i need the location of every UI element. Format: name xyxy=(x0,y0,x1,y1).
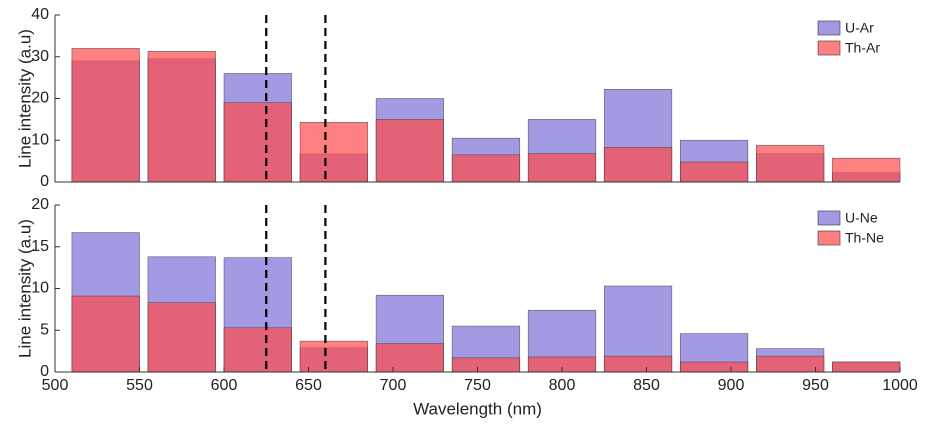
bar xyxy=(527,153,597,183)
bar xyxy=(299,340,368,373)
bar xyxy=(451,154,521,183)
y-axis-label: Line intensity (a.u) xyxy=(15,29,34,168)
x-tick-label: 500 xyxy=(42,377,69,394)
x-tick-label: 550 xyxy=(126,377,153,394)
bar xyxy=(603,355,673,373)
y-tick-label: 20 xyxy=(31,90,49,107)
y-tick-label: 40 xyxy=(31,6,49,23)
bar xyxy=(832,157,901,183)
x-tick-label: 900 xyxy=(718,377,745,394)
y-axis-label: Line intensity (a.u) xyxy=(15,219,34,358)
legend-swatch xyxy=(817,20,841,36)
legend-label: U-Ar xyxy=(845,20,874,36)
y-tick-label: 10 xyxy=(31,280,49,297)
x-tick-label: 700 xyxy=(380,377,407,394)
x-tick-label: 750 xyxy=(464,377,491,394)
bar xyxy=(71,48,140,183)
x-axis-label: Wavelength (nm) xyxy=(413,399,542,418)
bar xyxy=(756,355,825,373)
bar xyxy=(832,361,901,373)
y-tick-label: 0 xyxy=(40,363,49,380)
bar xyxy=(223,102,292,183)
bar xyxy=(223,327,292,373)
y-tick-label: 5 xyxy=(40,321,49,338)
x-tick-label: 1000 xyxy=(882,377,918,394)
bar xyxy=(147,51,216,183)
legend-label: U-Ne xyxy=(845,210,878,226)
bar xyxy=(71,295,140,373)
x-tick-label: 850 xyxy=(633,377,660,394)
y-tick-label: 0 xyxy=(40,173,49,190)
bar xyxy=(375,119,445,183)
bar xyxy=(679,161,749,183)
bar xyxy=(756,144,825,183)
legend-label: Th-Ar xyxy=(845,40,880,56)
y-tick-label: 20 xyxy=(31,196,49,213)
bar xyxy=(375,343,445,373)
y-tick-label: 30 xyxy=(31,48,49,65)
bar xyxy=(679,361,749,373)
legend-swatch xyxy=(817,210,841,226)
legend-swatch xyxy=(817,230,841,246)
x-tick-label: 600 xyxy=(211,377,238,394)
legend-label: Th-Ne xyxy=(845,230,884,246)
x-tick-label: 650 xyxy=(295,377,322,394)
y-tick-label: 15 xyxy=(31,238,49,255)
y-tick-label: 10 xyxy=(31,131,49,148)
x-tick-label: 950 xyxy=(802,377,829,394)
bar xyxy=(147,302,216,373)
legend-swatch xyxy=(817,40,841,56)
x-tick-label: 800 xyxy=(549,377,576,394)
bar xyxy=(299,121,368,183)
bar xyxy=(451,357,521,373)
bar xyxy=(603,147,673,183)
